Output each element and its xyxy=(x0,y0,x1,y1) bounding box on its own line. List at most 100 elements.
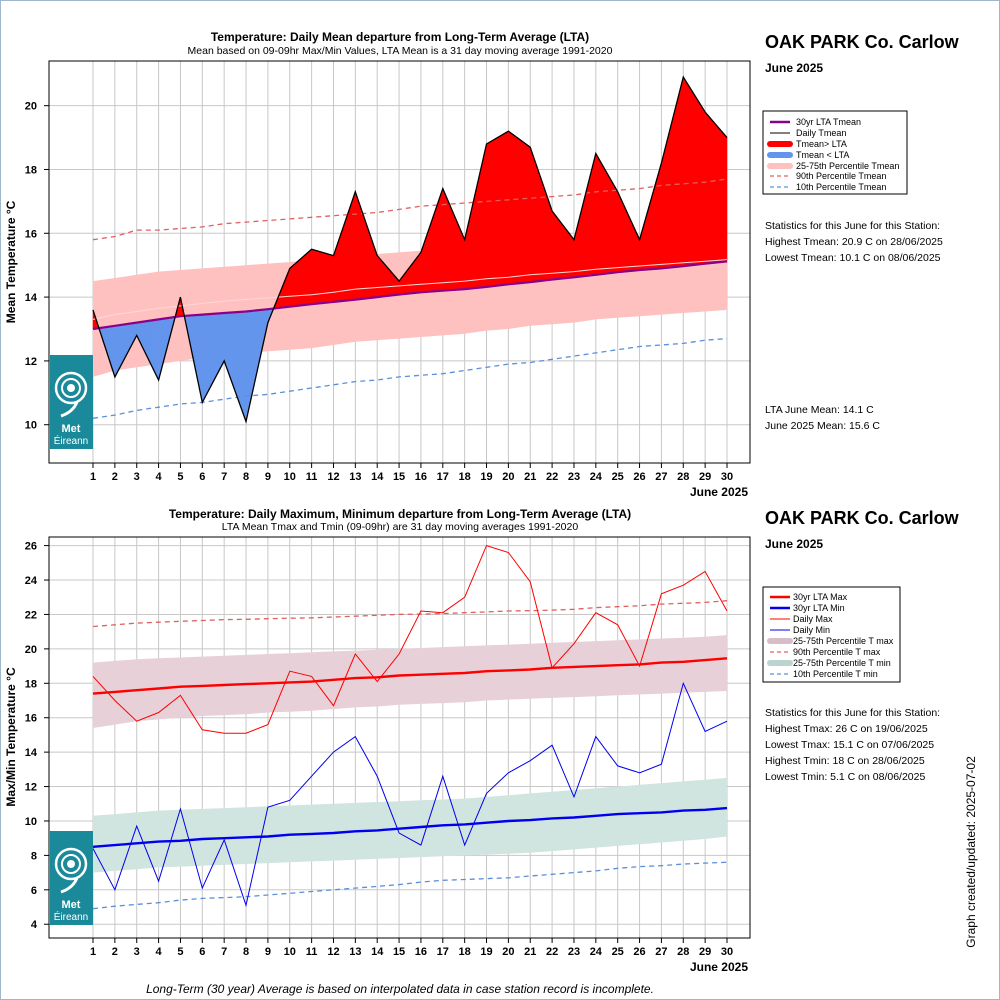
y-tick-label: 12 xyxy=(25,782,37,794)
maxmin-chart-x-ticks: 1 2 3 4 5 6 7 8 9 10 11 12 13 14 15 16 17 18 19 20 21 22 23 24 2… xyxy=(90,938,733,958)
x-tick-label: 10 xyxy=(284,471,296,483)
y-tick-label: 4 xyxy=(31,919,38,931)
legend-label: 30yr LTA Tmean xyxy=(796,117,861,127)
band-inner-line xyxy=(92,259,728,320)
x-tick-label: 26 xyxy=(633,946,645,958)
stats-header-top: Statistics for this June for this Statio… xyxy=(765,220,940,232)
line-lta-min xyxy=(92,806,728,848)
mean-chart: Temperature: Daily Mean departure from L… xyxy=(4,30,960,499)
logo-text-eireann: Éireann xyxy=(54,910,88,923)
line-daily-tmean xyxy=(92,75,728,424)
x-tick-label: 24 xyxy=(590,946,603,958)
stat-line: Lowest Tmin: 5.1 C on 08/06/2025 xyxy=(765,771,925,783)
line-p90-tmax xyxy=(92,600,728,628)
area-above-lta xyxy=(573,153,597,278)
graph-updated-label: Graph created/updated: 2025-07-02 xyxy=(964,756,978,948)
maxmin-chart-plot xyxy=(92,544,728,910)
maxmin-chart-y-ticks: 4 6 8 10 12 14 16 18 20 22 24 26 xyxy=(25,541,49,931)
x-tick-label: 30 xyxy=(721,471,733,483)
x-tick-label: 28 xyxy=(677,471,689,483)
x-tick-label: 13 xyxy=(349,471,361,483)
x-tick-label: 17 xyxy=(437,471,449,483)
area-above-lta xyxy=(508,130,531,285)
area-above-lta xyxy=(289,248,312,307)
x-tick-label: 11 xyxy=(306,946,318,958)
area-above-lta xyxy=(486,130,509,288)
stat-line: Highest Tmin: 18 C on 28/06/2025 xyxy=(765,755,925,767)
area-above-lta xyxy=(420,188,444,293)
mean-chart-legend: 30yr LTA Tmean Daily Tmean Tmean> LTA Tm… xyxy=(762,110,908,195)
x-tick-label: 16 xyxy=(415,471,427,483)
x-tick-label: 23 xyxy=(568,471,580,483)
x-tick-label: 24 xyxy=(590,471,603,483)
x-tick-label: 21 xyxy=(524,946,536,958)
x-tick-label: 14 xyxy=(371,471,384,483)
line-p10-tmean xyxy=(92,337,728,419)
x-tick-label: 18 xyxy=(459,471,471,483)
station-title-top: OAK PARK Co. Carlow xyxy=(765,32,960,52)
met-eireann-logo-top: Met Éireann xyxy=(50,355,93,449)
x-tick-label: 29 xyxy=(699,471,711,483)
logo-text-eireann: Éireann xyxy=(54,434,88,447)
x-tick-label: 27 xyxy=(655,946,667,958)
legend-label: 10th Percentile Tmean xyxy=(796,182,886,192)
area-below-lta xyxy=(202,312,225,403)
month-label-bottom: June 2025 xyxy=(765,537,823,551)
y-tick-label: 26 xyxy=(25,541,37,553)
x-tick-label: 4 xyxy=(156,471,163,483)
legend-label: Daily Tmean xyxy=(796,128,846,138)
legend-label: Tmean < LTA xyxy=(796,150,849,160)
spiral-icon xyxy=(54,847,88,894)
x-tick-label: 7 xyxy=(221,471,227,483)
percentile-band-tmax xyxy=(93,635,727,728)
x-tick-label: 8 xyxy=(243,471,249,483)
x-tick-label: 22 xyxy=(546,946,558,958)
x-tick-label: 21 xyxy=(524,471,536,483)
x-tick-label: 9 xyxy=(265,946,271,958)
x-tick-label: 4 xyxy=(156,946,163,958)
x-tick-label: 2 xyxy=(112,471,118,483)
y-tick-label: 14 xyxy=(25,747,38,759)
x-tick-label: 29 xyxy=(699,946,711,958)
area-above-lta xyxy=(464,143,487,290)
mean-chart-subtitle: Mean based on 09-09hr Max/Min Values, LT… xyxy=(188,45,613,57)
x-tick-label: 19 xyxy=(480,946,492,958)
x-tick-label: 26 xyxy=(633,471,645,483)
legend-label: 25-75th Percentile Tmean xyxy=(796,161,899,171)
x-tick-label: 12 xyxy=(327,471,339,483)
x-tick-label: 1 xyxy=(90,946,96,958)
line-lta-tmean xyxy=(92,260,728,331)
station-title-bottom: OAK PARK Co. Carlow xyxy=(765,508,960,528)
x-tick-label: 19 xyxy=(480,471,492,483)
legend-label: Daily Min xyxy=(793,625,830,635)
line-p10-tmin xyxy=(92,861,728,910)
logo-text-met: Met xyxy=(62,423,81,435)
y-tick-label: 18 xyxy=(25,678,37,690)
y-tick-label: 16 xyxy=(25,228,37,240)
maxmin-chart-ylabel: Max/Min Temperature °C xyxy=(4,667,18,807)
y-tick-label: 20 xyxy=(25,101,37,113)
legend-label: Tmean> LTA xyxy=(796,139,847,149)
stat-line: Highest Tmax: 26 C on 19/06/2025 xyxy=(765,723,928,735)
x-tick-label: 23 xyxy=(568,946,580,958)
y-tick-label: 10 xyxy=(25,420,37,432)
x-tick-label: 20 xyxy=(502,946,514,958)
month-label-top: June 2025 xyxy=(765,61,823,75)
x-tick-label: 8 xyxy=(243,946,249,958)
x-tick-label: 25 xyxy=(612,946,624,958)
area-above-lta xyxy=(639,163,662,271)
maxmin-chart-legend: 30yr LTA Max 30yr LTA Min Daily Max Dail… xyxy=(762,586,901,683)
x-tick-label: 20 xyxy=(502,471,514,483)
x-tick-label: 1 xyxy=(90,471,96,483)
x-tick-label: 30 xyxy=(721,946,733,958)
mean-chart-y-ticks: 10 12 14 16 18 20 xyxy=(25,101,49,432)
x-tick-label: 10 xyxy=(284,946,296,958)
maxmin-chart-xlabel: June 2025 xyxy=(690,960,748,974)
x-tick-label: 16 xyxy=(415,946,427,958)
line-daily-max xyxy=(92,544,728,734)
x-tick-label: 5 xyxy=(177,471,183,483)
x-tick-label: 6 xyxy=(199,946,205,958)
legend-label: 25-75th Percentile T max xyxy=(793,636,894,646)
y-tick-label: 24 xyxy=(25,575,38,587)
